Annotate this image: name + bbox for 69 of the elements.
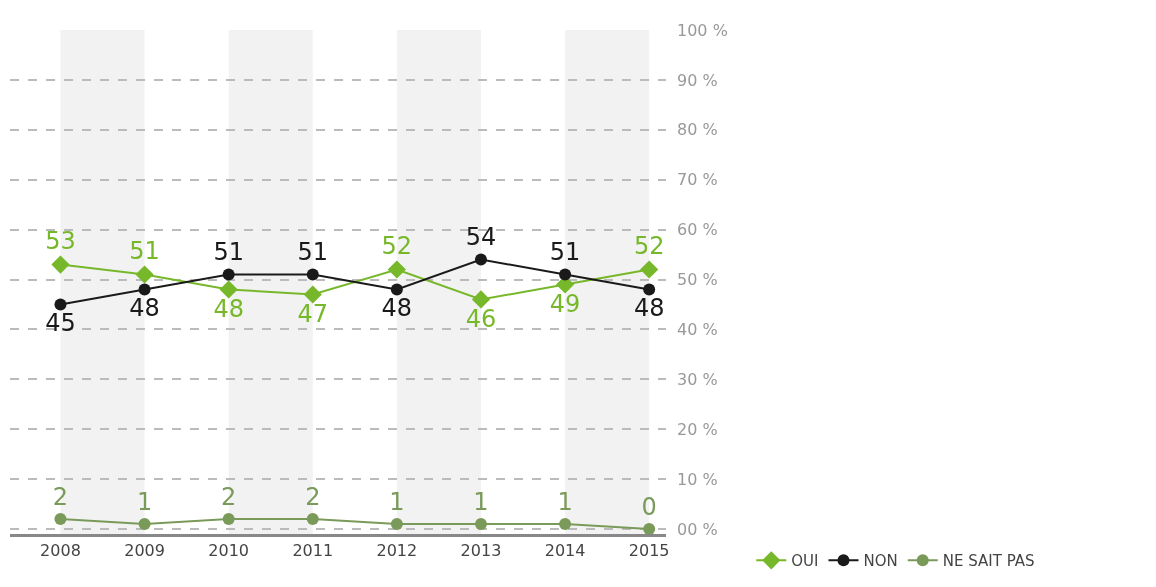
point	[51, 255, 70, 274]
point	[54, 298, 67, 311]
point	[390, 518, 403, 531]
point	[303, 285, 322, 304]
y-tick-label: 10 %	[677, 469, 718, 489]
point	[138, 283, 151, 296]
data-label: 51	[129, 236, 160, 265]
data-label: 51	[297, 238, 329, 267]
data-label: 53	[45, 226, 76, 255]
y-tick-label: 30 %	[677, 369, 718, 389]
data-label: 48	[129, 293, 160, 322]
data-label: 52	[381, 231, 413, 260]
legend-label: NON	[863, 552, 898, 571]
x-tick-label: 2014	[544, 541, 586, 561]
point	[643, 523, 656, 535]
point	[222, 268, 235, 281]
point	[474, 518, 487, 531]
point	[54, 513, 67, 526]
data-label: 48	[633, 293, 665, 322]
data-label: 46	[465, 305, 497, 334]
point	[387, 260, 406, 279]
y-tick-label: 00 %	[677, 519, 718, 539]
data-label: 1	[557, 487, 573, 516]
point	[559, 268, 572, 281]
data-label: 0	[641, 492, 657, 521]
data-label: 2	[52, 482, 69, 511]
x-tick-label: 2009	[124, 541, 165, 561]
y-tick-label: 70 %	[677, 170, 718, 190]
y-tick-label: 40 %	[677, 320, 718, 340]
data-label: 51	[549, 238, 581, 267]
data-label: 48	[213, 295, 244, 324]
data-label: 45	[45, 308, 76, 337]
point	[390, 283, 403, 296]
y-tick-label: 20 %	[677, 419, 718, 439]
x-tick-label: 2008	[40, 541, 81, 561]
data-label: 54	[465, 223, 497, 252]
x-tick-label: 2013	[460, 541, 502, 561]
point	[474, 253, 487, 266]
y-tick-label: 60 %	[677, 220, 718, 240]
data-label: 1	[389, 487, 405, 516]
data-label: 52	[633, 231, 665, 260]
data-label: 49	[549, 290, 581, 319]
data-label: 48	[381, 293, 413, 322]
point	[640, 260, 659, 279]
y-tick-label: 80 %	[677, 120, 718, 140]
legend-label: OUI	[791, 552, 819, 571]
x-tick-label: 2011	[292, 541, 334, 561]
data-label: 51	[213, 238, 244, 267]
data-label: 1	[473, 487, 489, 516]
data-label: 2	[305, 482, 321, 511]
point	[219, 280, 238, 299]
point	[471, 290, 491, 309]
data-label: 1	[136, 487, 153, 516]
y-tick-label: 90 %	[677, 70, 718, 90]
y-tick-label: 50 %	[677, 270, 718, 290]
point	[135, 265, 154, 284]
point	[138, 518, 151, 531]
y-tick-label: 100 %	[677, 20, 728, 40]
x-tick-label: 2012	[376, 541, 418, 561]
x-tick-label: 2015	[628, 541, 670, 561]
data-label: 47	[297, 300, 329, 329]
legend-label: NE SAIT PAS	[942, 552, 1035, 571]
point	[643, 283, 656, 296]
x-tick-label: 2010	[208, 541, 250, 561]
point	[306, 513, 319, 526]
point	[222, 513, 235, 526]
point	[306, 268, 319, 281]
point	[559, 518, 572, 531]
data-label: 2	[221, 482, 237, 511]
